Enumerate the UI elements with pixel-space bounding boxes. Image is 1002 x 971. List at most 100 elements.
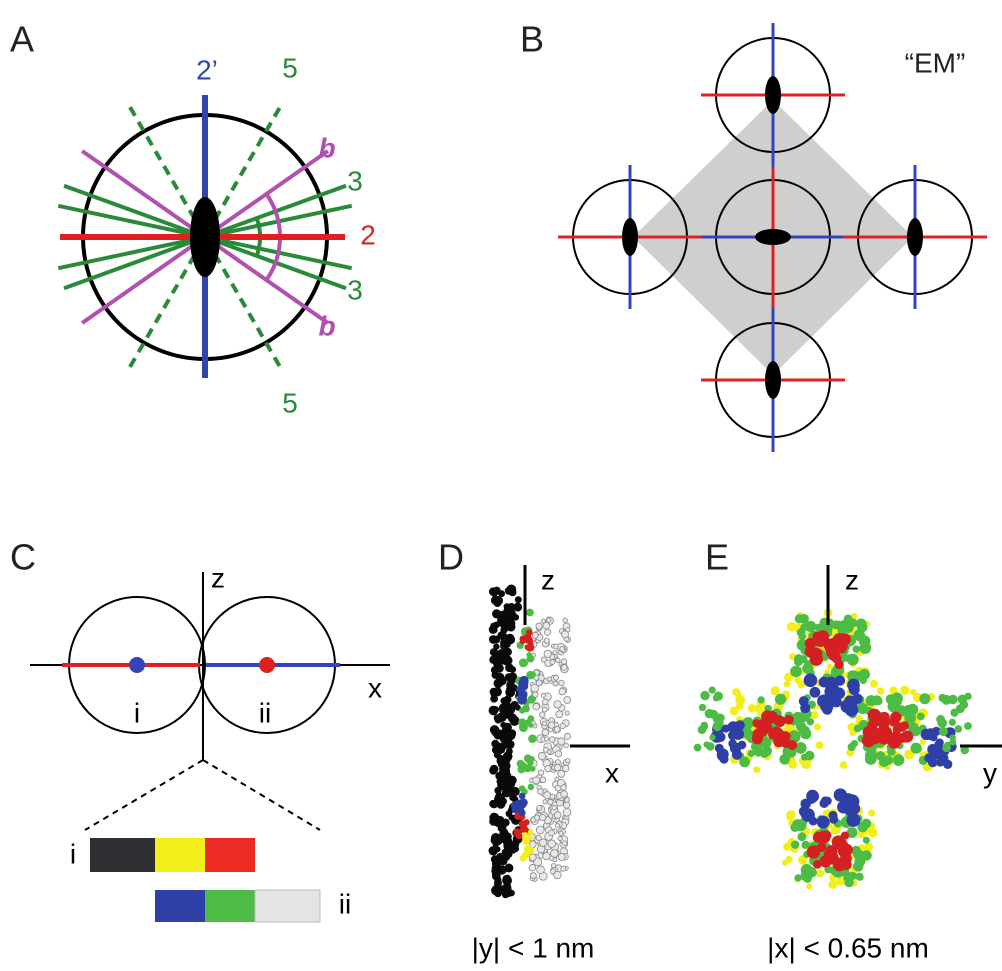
atom <box>848 743 856 751</box>
atom <box>559 688 566 695</box>
atom <box>824 687 833 696</box>
panel-label: C <box>10 537 36 578</box>
atom <box>784 715 794 725</box>
atom <box>563 802 569 808</box>
atom <box>523 819 529 825</box>
atom <box>928 757 938 767</box>
atom <box>819 677 830 688</box>
atom <box>545 765 552 772</box>
atom <box>543 853 550 860</box>
atom <box>517 760 525 768</box>
atom <box>713 695 719 701</box>
atom <box>817 816 828 827</box>
atom <box>964 693 971 700</box>
atom <box>840 761 848 769</box>
atom <box>797 628 806 637</box>
atom <box>554 701 561 708</box>
axis-label: 3 <box>347 274 363 305</box>
atom <box>805 751 815 761</box>
atom <box>534 815 539 820</box>
atom <box>891 731 900 740</box>
atom <box>540 814 546 820</box>
atom <box>499 828 508 837</box>
atom <box>537 866 545 874</box>
atom <box>717 748 729 760</box>
atom <box>561 659 566 664</box>
atom <box>810 687 821 698</box>
atom <box>506 740 515 749</box>
atom <box>829 815 838 824</box>
atom <box>878 732 891 745</box>
atom <box>809 817 818 826</box>
atom <box>841 832 849 840</box>
atom <box>544 629 550 635</box>
atom <box>778 735 787 744</box>
atom <box>775 694 786 705</box>
atom <box>563 808 571 816</box>
atom <box>917 712 925 720</box>
axis-label: z <box>541 564 555 595</box>
atom <box>845 654 853 662</box>
bar-label: i <box>70 838 76 869</box>
atom <box>502 849 509 856</box>
atom <box>525 644 531 650</box>
atom <box>522 660 528 666</box>
atom <box>834 788 847 801</box>
atom <box>911 743 922 754</box>
atom <box>493 636 501 644</box>
atom <box>490 848 497 855</box>
atom <box>795 614 804 623</box>
atom <box>865 753 877 765</box>
atom <box>832 633 846 647</box>
atom <box>552 805 557 810</box>
atom <box>787 814 794 821</box>
atom <box>870 680 878 688</box>
atom <box>964 722 972 730</box>
atom <box>730 742 741 753</box>
axis-label: x <box>368 672 382 703</box>
atom <box>949 739 956 746</box>
atom <box>816 869 824 877</box>
panel-b <box>558 23 987 452</box>
atom <box>847 813 861 827</box>
atom <box>766 711 777 722</box>
atom <box>542 707 547 712</box>
atom <box>694 744 702 752</box>
color-bar <box>155 890 205 922</box>
atom <box>700 691 709 700</box>
panel-label: E <box>705 537 729 578</box>
ellipse <box>907 218 923 256</box>
atom <box>543 622 550 629</box>
atom <box>805 809 813 817</box>
atom <box>748 750 755 757</box>
atom <box>559 680 564 685</box>
atom <box>864 843 873 852</box>
atom <box>494 716 502 724</box>
atom <box>561 791 568 798</box>
atom <box>863 837 870 844</box>
atom <box>790 666 802 678</box>
panel-c <box>30 572 390 922</box>
atom <box>538 752 545 759</box>
atom <box>528 784 535 791</box>
atom <box>785 856 792 863</box>
atom <box>547 677 551 681</box>
zoom-line <box>85 760 203 830</box>
atom <box>753 766 760 773</box>
atom <box>494 885 503 894</box>
atom <box>960 700 968 708</box>
atom <box>555 777 559 781</box>
atom <box>548 722 554 728</box>
atom <box>939 727 948 736</box>
ellipse <box>622 218 638 256</box>
atom <box>805 621 816 632</box>
caption: |x| < 0.65 nm <box>767 932 929 963</box>
atom <box>541 693 545 697</box>
atom <box>892 696 902 706</box>
atom <box>539 712 545 718</box>
atom <box>944 742 950 748</box>
dot <box>259 657 275 673</box>
atom <box>565 711 569 715</box>
atom <box>555 751 561 757</box>
atom <box>494 817 504 827</box>
